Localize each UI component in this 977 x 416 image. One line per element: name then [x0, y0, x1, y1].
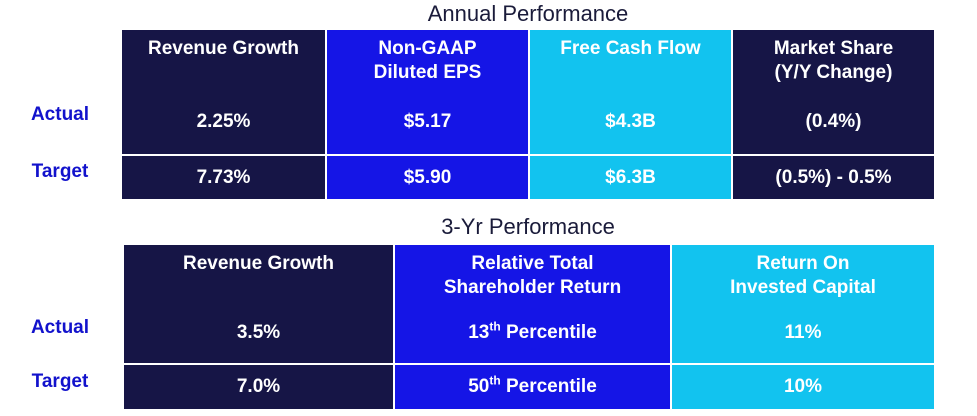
annual-target-free-cash-flow-value: $6.3B: [605, 166, 656, 188]
three-year-header-roic: Return On Invested Capital: [670, 245, 934, 303]
annual-header-non-gaap-eps: Non-GAAP Diluted EPS: [325, 30, 528, 90]
three-year-target-relative-tsr-suffix: th: [489, 373, 501, 388]
annual-header-free-cash-flow-text: Free Cash Flow: [560, 38, 701, 59]
annual-actual-non-gaap-eps: $5.17: [325, 90, 528, 154]
three-year-actual-relative-tsr-text: Percentile: [500, 322, 597, 343]
annual-header-market-share: Market Share (Y/Y Change): [731, 30, 934, 90]
annual-header-revenue-growth-text: Revenue Growth: [148, 38, 299, 59]
annual-target-non-gaap-eps-value: $5.90: [403, 166, 452, 188]
annual-actual-revenue-growth-value: 2.25%: [196, 111, 251, 132]
three-year-actual-relative-tsr-value: 13th Percentile: [468, 319, 597, 344]
three-year-actual-revenue-growth: 3.5%: [124, 303, 393, 363]
three-year-actual-relative-tsr-number: 13: [468, 322, 490, 343]
three-year-actual-relative-tsr-suffix: th: [489, 319, 501, 334]
three-year-target-relative-tsr-text: Percentile: [500, 376, 597, 397]
annual-actual-market-share-value: (0.4%): [805, 111, 862, 132]
annual-header-revenue-growth: Revenue Growth: [122, 30, 325, 90]
annual-target-market-share-value: (0.5%) - 0.5%: [775, 166, 892, 188]
three-year-actual-roic: 11%: [670, 303, 934, 363]
three-year-header-revenue-growth-text: Revenue Growth: [183, 253, 334, 274]
annual-header-market-share-text: Market Share (Y/Y Change): [773, 38, 894, 83]
three-year-header-revenue-growth: Revenue Growth: [124, 245, 393, 303]
annual-target-non-gaap-eps: $5.90: [325, 156, 528, 199]
annual-actual-market-share: (0.4%): [731, 90, 934, 154]
three-year-actual-relative-tsr: 13th Percentile: [393, 303, 670, 363]
three-year-header-relative-tsr-text: Relative Total Shareholder Return: [443, 253, 622, 298]
annual-target-revenue-growth: 7.73%: [122, 156, 325, 199]
three-year-actual-revenue-growth-value: 3.5%: [236, 322, 281, 343]
annual-performance-title: Annual Performance: [427, 1, 629, 26]
three-year-target-relative-tsr-number: 50: [468, 376, 490, 397]
annual-target-market-share: (0.5%) - 0.5%: [731, 156, 934, 199]
three-year-actual-roic-value: 11%: [784, 322, 822, 343]
three-year-target-label: Target: [31, 371, 89, 392]
annual-target-revenue-growth-value: 7.73%: [196, 166, 251, 188]
three-year-header-relative-tsr: Relative Total Shareholder Return: [393, 245, 670, 303]
annual-actual-revenue-growth: 2.25%: [122, 90, 325, 154]
three-year-target-revenue-growth-value: 7.0%: [236, 376, 281, 397]
annual-actual-free-cash-flow-value: $4.3B: [605, 111, 656, 132]
annual-target-free-cash-flow: $6.3B: [528, 156, 731, 199]
annual-actual-free-cash-flow: $4.3B: [528, 90, 731, 154]
three-year-target-revenue-growth: 7.0%: [124, 365, 393, 409]
three-year-header-roic-text: Return On Invested Capital: [730, 253, 876, 298]
annual-actual-non-gaap-eps-value: $5.17: [403, 111, 452, 132]
annual-target-label: Target: [31, 161, 89, 182]
three-year-performance-title: 3-Yr Performance: [441, 214, 615, 239]
three-year-target-roic-value: 10%: [783, 376, 823, 397]
annual-header-free-cash-flow: Free Cash Flow: [528, 30, 731, 90]
annual-actual-label: Actual: [30, 104, 90, 125]
three-year-target-roic: 10%: [670, 365, 934, 409]
three-year-target-relative-tsr: 50th Percentile: [393, 365, 670, 409]
three-year-actual-label: Actual: [30, 317, 90, 338]
annual-header-non-gaap-eps-text: Non-GAAP Diluted EPS: [373, 38, 482, 83]
three-year-target-relative-tsr-value: 50th Percentile: [468, 373, 597, 398]
